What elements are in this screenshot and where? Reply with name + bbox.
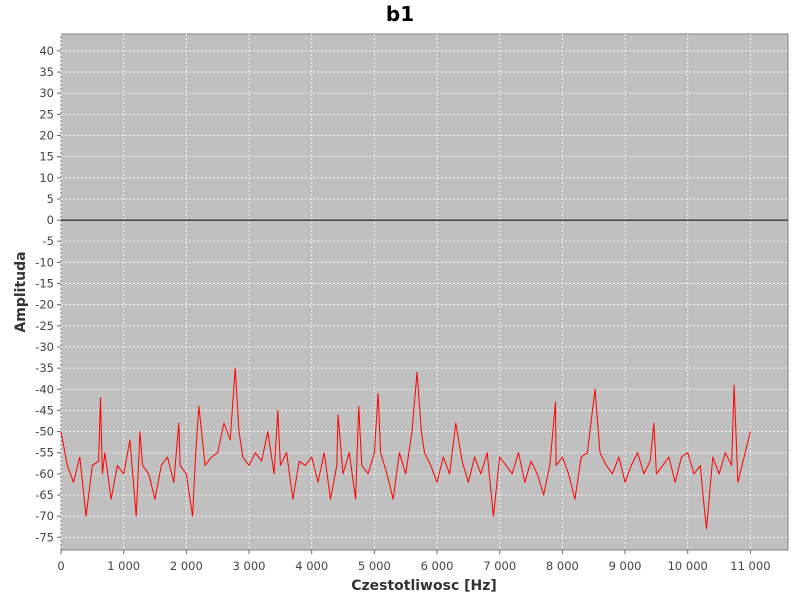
x-tick-label: 7 000 <box>483 559 516 573</box>
y-tick-label: 0 <box>47 213 54 227</box>
series-group <box>60 367 751 530</box>
y-tick-label: -15 <box>35 277 54 291</box>
y-tick-label: 40 <box>39 44 54 58</box>
y-tick-label: -5 <box>43 234 54 248</box>
y-tick-label: -25 <box>35 319 54 333</box>
y-tick-label: -40 <box>35 382 54 396</box>
x-axis: 0 1 000 2 000 3 000 4 000 5 000 6 000 7 000 8 00… <box>57 550 771 573</box>
y-tick-label: 15 <box>39 150 54 164</box>
x-tick-label: 6 000 <box>421 559 454 573</box>
x-tick-label: 2 000 <box>170 559 203 573</box>
y-tick-label: -50 <box>35 425 54 439</box>
y-axis-label: Amplituda <box>13 251 29 332</box>
x-tick-label: 10 000 <box>668 559 708 573</box>
x-tick-label: 9 000 <box>609 559 642 573</box>
x-tick-label: 5 000 <box>358 559 391 573</box>
y-tick-label: -65 <box>35 488 54 502</box>
y-tick-label: 35 <box>39 65 54 79</box>
y-tick-label: -75 <box>35 530 54 544</box>
x-tick-label: 0 <box>57 559 64 573</box>
x-tick-label: 11 000 <box>730 559 770 573</box>
y-tick-label: -60 <box>35 467 54 481</box>
grid-lines <box>60 34 788 550</box>
y-tick-label: 10 <box>39 171 54 185</box>
y-tick-label: -10 <box>35 255 54 269</box>
plot-area <box>60 33 789 551</box>
y-tick-label: 20 <box>39 129 54 143</box>
x-axis-label: Czestotliwosc [Hz] <box>351 578 497 594</box>
y-tick-label: -45 <box>35 403 54 417</box>
x-tick-label: 8 000 <box>546 559 579 573</box>
x-tick-label: 1 000 <box>107 559 140 573</box>
y-tick-label: -35 <box>35 361 54 375</box>
y-tick-label: 5 <box>47 192 54 206</box>
y-tick-label: -55 <box>35 446 54 460</box>
y-tick-label: 25 <box>39 107 54 121</box>
x-tick-label: 4 000 <box>295 559 328 573</box>
y-tick-label: -20 <box>35 298 54 312</box>
series-line-1 <box>60 367 751 530</box>
y-tick-label: 30 <box>39 86 54 100</box>
chart-title: b1 <box>386 2 414 26</box>
y-tick-label: -70 <box>35 509 54 523</box>
y-tick-label: -30 <box>35 340 54 354</box>
x-tick-label: 3 000 <box>233 559 266 573</box>
y-axis: 40 35 30 25 20 15 10 5 0 -5 -10 -15 -20 -25 -30 -35 -40 -… <box>35 44 61 544</box>
